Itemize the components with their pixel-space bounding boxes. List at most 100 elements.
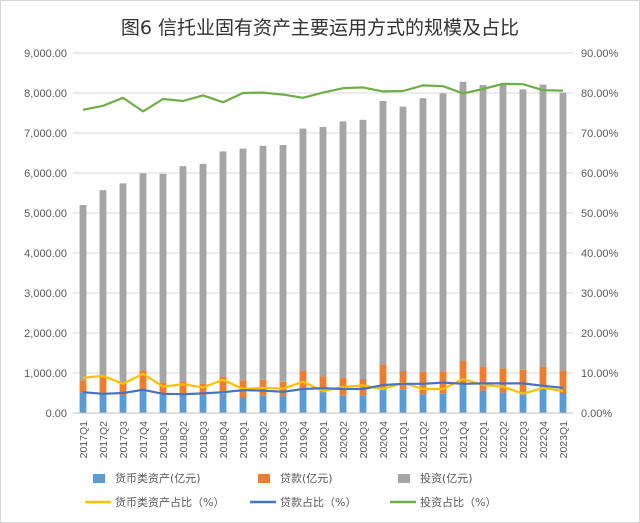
bar-cash (179, 395, 187, 413)
y-left-tick-label: 2,000.00 (24, 328, 67, 340)
bar-loan (319, 376, 327, 393)
y-left-tick-label: 8,000.00 (24, 88, 67, 100)
legend-item: 贷款(亿元) (258, 471, 333, 485)
legend-label: 货币类资产占比（%） (115, 495, 224, 509)
legend-item: 贷款占比（%） (250, 495, 356, 509)
bar-cash (239, 397, 247, 413)
x-tick-label: 2019Q3 (278, 421, 290, 459)
y-right-tick-label: 10.00% (581, 368, 619, 380)
bar-loan (219, 376, 227, 394)
bar-loan (359, 379, 367, 396)
bar-loan (99, 377, 107, 395)
bar-cash (399, 389, 407, 413)
y-left-tick-label: 7,000.00 (24, 128, 67, 140)
bar-cash (559, 393, 567, 413)
bar-loan (499, 368, 507, 393)
legend-label: 投资(亿元) (420, 471, 473, 485)
bar-invest (399, 106, 407, 371)
x-tick-label: 2018Q1 (158, 421, 170, 459)
legend-item: 投资(亿元) (398, 471, 473, 485)
x-tick-label: 2019Q2 (258, 421, 270, 459)
bar-cash (539, 389, 547, 413)
x-tick-label: 2018Q3 (198, 421, 210, 459)
lines (82, 82, 564, 396)
bar-invest (299, 128, 307, 371)
bar-cash (519, 392, 527, 413)
bar-invest (559, 92, 567, 371)
x-tick-label: 2022Q4 (538, 421, 550, 459)
x-tick-label: 2017Q2 (98, 421, 110, 459)
y-left-tick-label: 9,000.00 (24, 48, 67, 60)
bar-invest (219, 151, 227, 377)
x-tick-label: 2021Q4 (458, 421, 470, 459)
x-tick-label: 2022Q3 (518, 421, 530, 459)
bar-invest (199, 163, 207, 384)
y-right-tick-label: 20.00% (581, 328, 619, 340)
x-tick-label: 2021Q2 (418, 421, 430, 459)
bar-cash (319, 392, 327, 413)
bar-invest (499, 83, 507, 369)
bar-cash (159, 394, 167, 413)
bar-cash (479, 390, 487, 413)
x-tick-label: 2017Q3 (118, 421, 130, 459)
y-right-tick-label: 70.00% (581, 128, 619, 140)
bar-loan (159, 382, 167, 395)
bar-cash (459, 383, 467, 413)
x-tick-label: 2020Q4 (378, 421, 390, 459)
y-right-tick-label: 80.00% (581, 88, 619, 100)
bar-cash (499, 392, 507, 413)
bar-invest (479, 85, 487, 367)
y-left-tick-label: 1,000.00 (24, 368, 67, 380)
bar-loan (519, 369, 527, 393)
line-cash-ratio (82, 372, 564, 395)
bar-loan (479, 366, 487, 391)
bar-cash (419, 394, 427, 413)
bar-cash (99, 394, 107, 413)
x-axis: 2017Q1 2017Q2 2017Q3 2017Q4 2018Q1 2018Q2 2018… (73, 412, 573, 459)
y-left-tick-label: 3,000.00 (24, 288, 67, 300)
bar-cash (339, 395, 347, 413)
y-left-tick-label: 0.00 (46, 408, 67, 420)
bar-cash (219, 393, 227, 413)
y-right-tick-label: 30.00% (581, 288, 619, 300)
bar-invest (99, 190, 107, 378)
bar-invest (159, 173, 167, 383)
bar-loan (559, 370, 567, 393)
x-tick-label: 2018Q2 (178, 421, 190, 459)
bar-loan (119, 383, 127, 395)
legend-swatch (398, 474, 410, 483)
bar-cash (79, 392, 87, 413)
bar-cash (299, 389, 307, 413)
bar-cash (259, 395, 267, 413)
bar-cash (379, 388, 387, 413)
y-right-tick-label: 50.00% (581, 208, 619, 220)
bar-cash (139, 390, 147, 413)
x-tick-label: 2017Q4 (138, 421, 150, 459)
legend-item: 货币类资产占比（%） (85, 495, 224, 509)
x-tick-label: 2020Q3 (358, 421, 370, 459)
legend-item: 投资占比（%） (390, 495, 496, 509)
x-tick-label: 2018Q4 (218, 421, 230, 459)
bar-loan (399, 371, 407, 390)
bar-loan (459, 361, 467, 384)
bar-invest (419, 98, 427, 372)
bar-loan (139, 370, 147, 391)
legend-item: 货币类资产(亿元) (93, 471, 201, 485)
x-tick-label: 2020Q2 (338, 421, 350, 459)
y-left-tick-label: 6,000.00 (24, 168, 67, 180)
y-right-tick-label: 90.00% (581, 48, 619, 60)
y-right-tick-label: 60.00% (581, 168, 619, 180)
legend-label: 投资占比（%） (420, 495, 496, 509)
bar-invest (119, 183, 127, 384)
y-axis-right: 0.00% 10.00% 20.00% 30.00% 40.00% 50.00% 60.00… (581, 48, 619, 420)
x-tick-label: 2023Q1 (558, 421, 570, 459)
x-tick-label: 2022Q1 (478, 421, 490, 459)
legend-label: 贷款占比（%） (280, 495, 356, 509)
legend-label: 贷款(亿元) (280, 471, 333, 485)
x-tick-label: 2022Q2 (498, 421, 510, 459)
bar-invest (359, 119, 367, 380)
bar-invest (539, 84, 547, 367)
bar-loan (379, 365, 387, 389)
bar-invest (179, 166, 187, 382)
